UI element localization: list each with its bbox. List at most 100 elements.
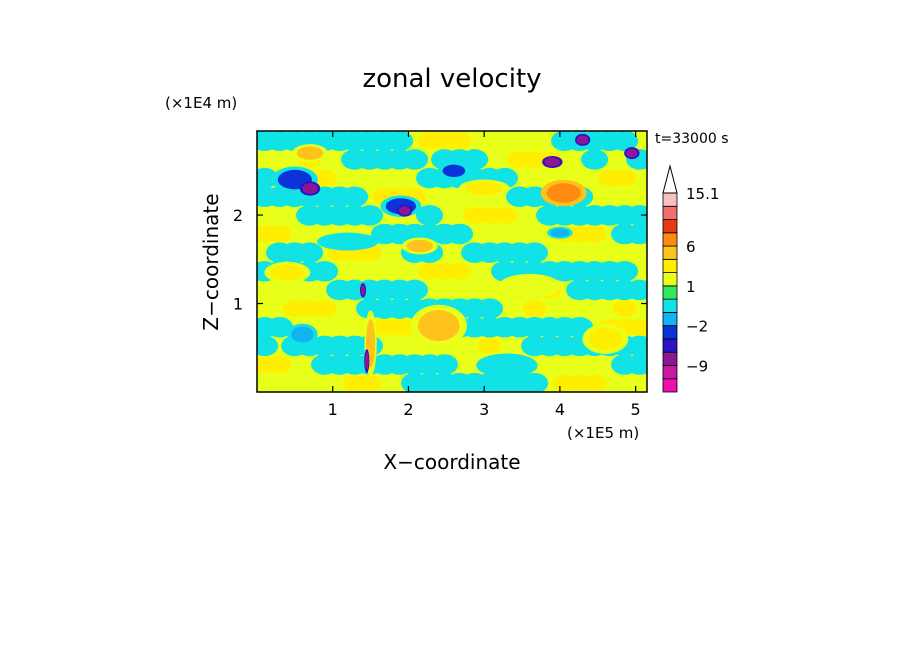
chart-title: zonal velocity xyxy=(362,64,541,94)
x-axis-label: X−coordinate xyxy=(383,450,520,474)
field-feature xyxy=(626,148,638,158)
colorbar-tick-label: 6 xyxy=(686,238,696,256)
field-cell xyxy=(461,149,489,170)
field-cell xyxy=(612,169,637,187)
field-cell xyxy=(582,374,607,392)
colorbar-segment xyxy=(662,325,678,340)
field-cell xyxy=(416,205,444,226)
field-feature xyxy=(417,310,460,342)
field-feature xyxy=(465,181,504,196)
colorbar-segment xyxy=(662,338,678,353)
field-feature xyxy=(325,234,371,249)
field-cell xyxy=(627,318,647,336)
colorbar-segment xyxy=(662,245,678,260)
field-cell xyxy=(477,337,502,355)
x-tick-label: 3 xyxy=(479,400,489,419)
colorbar-tick-label: 15.1 xyxy=(686,185,719,203)
field-feature xyxy=(360,284,366,296)
field-feature xyxy=(550,228,570,238)
field-feature xyxy=(302,183,318,194)
colorbar-segment xyxy=(662,285,678,300)
colorbar-segment xyxy=(662,298,678,313)
colorbar-segment xyxy=(662,272,678,287)
time-label: t=33000 s xyxy=(655,131,729,147)
field-cell xyxy=(266,316,294,338)
field-feature xyxy=(576,135,589,145)
field-feature xyxy=(544,157,560,167)
field-feature xyxy=(442,164,466,178)
field-cell xyxy=(341,186,369,207)
field-cell xyxy=(476,298,504,319)
colorbar-tick-label: −9 xyxy=(686,357,708,375)
field-cell xyxy=(312,169,337,187)
field-cell xyxy=(626,223,647,245)
x-tick-label: 2 xyxy=(403,400,413,419)
field-feature xyxy=(270,264,305,281)
field-cell xyxy=(611,261,639,282)
field-cell xyxy=(582,225,607,243)
field-cell xyxy=(401,279,429,301)
field-cell xyxy=(492,206,517,224)
field-cell xyxy=(311,261,339,282)
field-cell xyxy=(401,149,429,170)
colorbar-tick-label: −2 xyxy=(686,318,708,336)
colorbar-segment xyxy=(662,258,678,274)
field-cell xyxy=(611,131,639,152)
colorbar-segment xyxy=(662,351,678,366)
colorbar-segment xyxy=(662,205,678,220)
field-cell xyxy=(296,242,324,263)
field-feature xyxy=(484,356,530,375)
x-tick-label: 1 xyxy=(328,400,338,419)
colorbar-segment xyxy=(662,232,678,247)
colorbar-segment xyxy=(662,192,678,207)
x-unit-label: (×1E5 m) xyxy=(567,424,639,442)
field-cell xyxy=(626,354,647,375)
y-tick-label: 1 xyxy=(233,295,243,314)
field-feature xyxy=(588,327,623,350)
field-cell xyxy=(446,223,474,245)
field-cell xyxy=(386,131,414,152)
x-tick-label: 4 xyxy=(555,400,565,419)
heatmap-field xyxy=(257,131,647,392)
x-tick-label: 5 xyxy=(631,400,641,419)
field-feature xyxy=(546,183,581,203)
y-tick-label: 2 xyxy=(233,206,243,225)
colorbar-segment xyxy=(662,365,678,380)
colorbar-segment xyxy=(662,219,678,234)
field-cell xyxy=(581,149,609,170)
colorbar-tick-label: 1 xyxy=(686,278,696,296)
field-cell xyxy=(521,372,549,392)
field-cell xyxy=(312,300,337,317)
field-cell xyxy=(612,300,637,317)
y-axis-label: Z−coordinate xyxy=(199,193,223,330)
field-cell xyxy=(626,279,647,301)
field-feature xyxy=(398,206,411,216)
field-cell xyxy=(267,225,292,243)
field-feature xyxy=(506,276,553,295)
plot-frame xyxy=(256,130,648,393)
y-axis: 12 xyxy=(233,206,647,314)
field-cell xyxy=(626,205,647,226)
field-cell xyxy=(447,262,472,280)
colorbar: 15.1 6 1 −2 −9 xyxy=(662,164,719,393)
colorbar-overflow-tip xyxy=(662,164,678,194)
field-cell xyxy=(626,335,647,357)
field-feature xyxy=(291,326,314,343)
x-axis: 1 2 3 4 5 xyxy=(328,131,641,419)
field-cell xyxy=(357,374,382,392)
field-feature xyxy=(364,352,369,370)
field-cell xyxy=(356,205,384,226)
field-features xyxy=(264,133,640,378)
field-feature xyxy=(296,146,324,160)
colorbar-segment xyxy=(662,378,678,393)
field-cell xyxy=(522,300,547,317)
y-unit-label: (×1E4 m) xyxy=(165,94,237,112)
field-feature xyxy=(406,239,434,253)
colorbar-segment xyxy=(662,311,678,327)
field-cell xyxy=(267,356,292,373)
field-cell xyxy=(447,132,472,150)
field-cell xyxy=(431,354,459,375)
field-cell xyxy=(521,242,549,263)
